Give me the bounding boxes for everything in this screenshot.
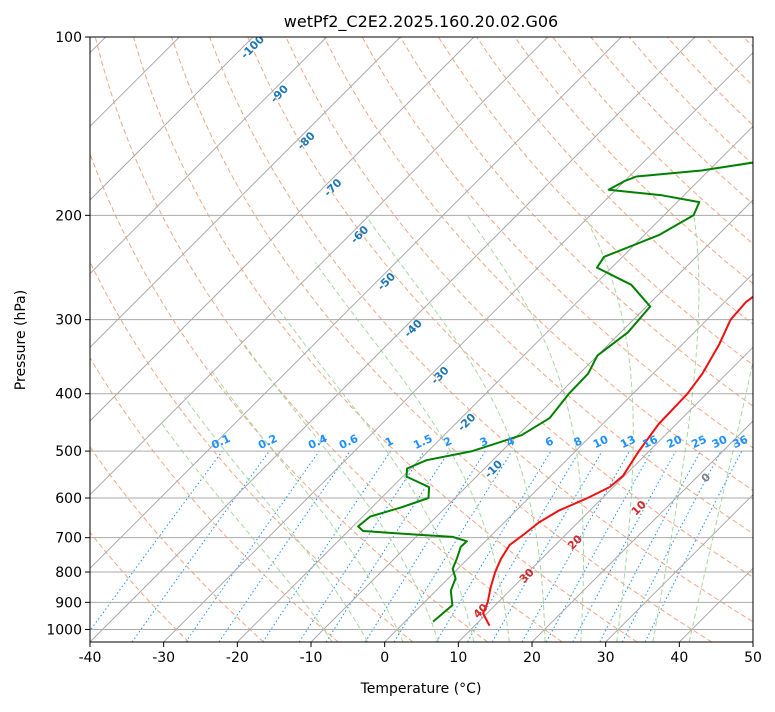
- y-tick-label: 700: [55, 531, 82, 547]
- y-tick-label: 100: [55, 30, 82, 46]
- x-tick-label: -10: [300, 650, 323, 666]
- y-tick-label: 900: [55, 595, 82, 611]
- x-tick-label: -20: [226, 650, 249, 666]
- x-tick-label: 10: [449, 650, 467, 666]
- x-tick-label: 20: [523, 650, 541, 666]
- x-tick-label: 30: [597, 650, 615, 666]
- y-tick-label: 800: [55, 565, 82, 581]
- y-tick-label: 200: [55, 208, 82, 224]
- chart-title: wetPf2_C2E2.2025.160.20.02.G06: [284, 12, 558, 32]
- y-tick-label: 300: [55, 313, 82, 329]
- y-tick-label: 400: [55, 387, 82, 403]
- y-tick-label: 500: [55, 444, 82, 460]
- x-tick-label: -30: [152, 650, 175, 666]
- y-tick-label: 1000: [46, 622, 82, 638]
- x-tick-label: -40: [79, 650, 102, 666]
- x-tick-label: 40: [670, 650, 688, 666]
- y-tick-label: 600: [55, 491, 82, 507]
- y-axis-label: Pressure (hPa): [13, 290, 29, 390]
- x-axis-label: Temperature (°C): [360, 681, 482, 697]
- x-tick-label: 50: [744, 650, 762, 666]
- x-tick-label: 0: [380, 650, 389, 666]
